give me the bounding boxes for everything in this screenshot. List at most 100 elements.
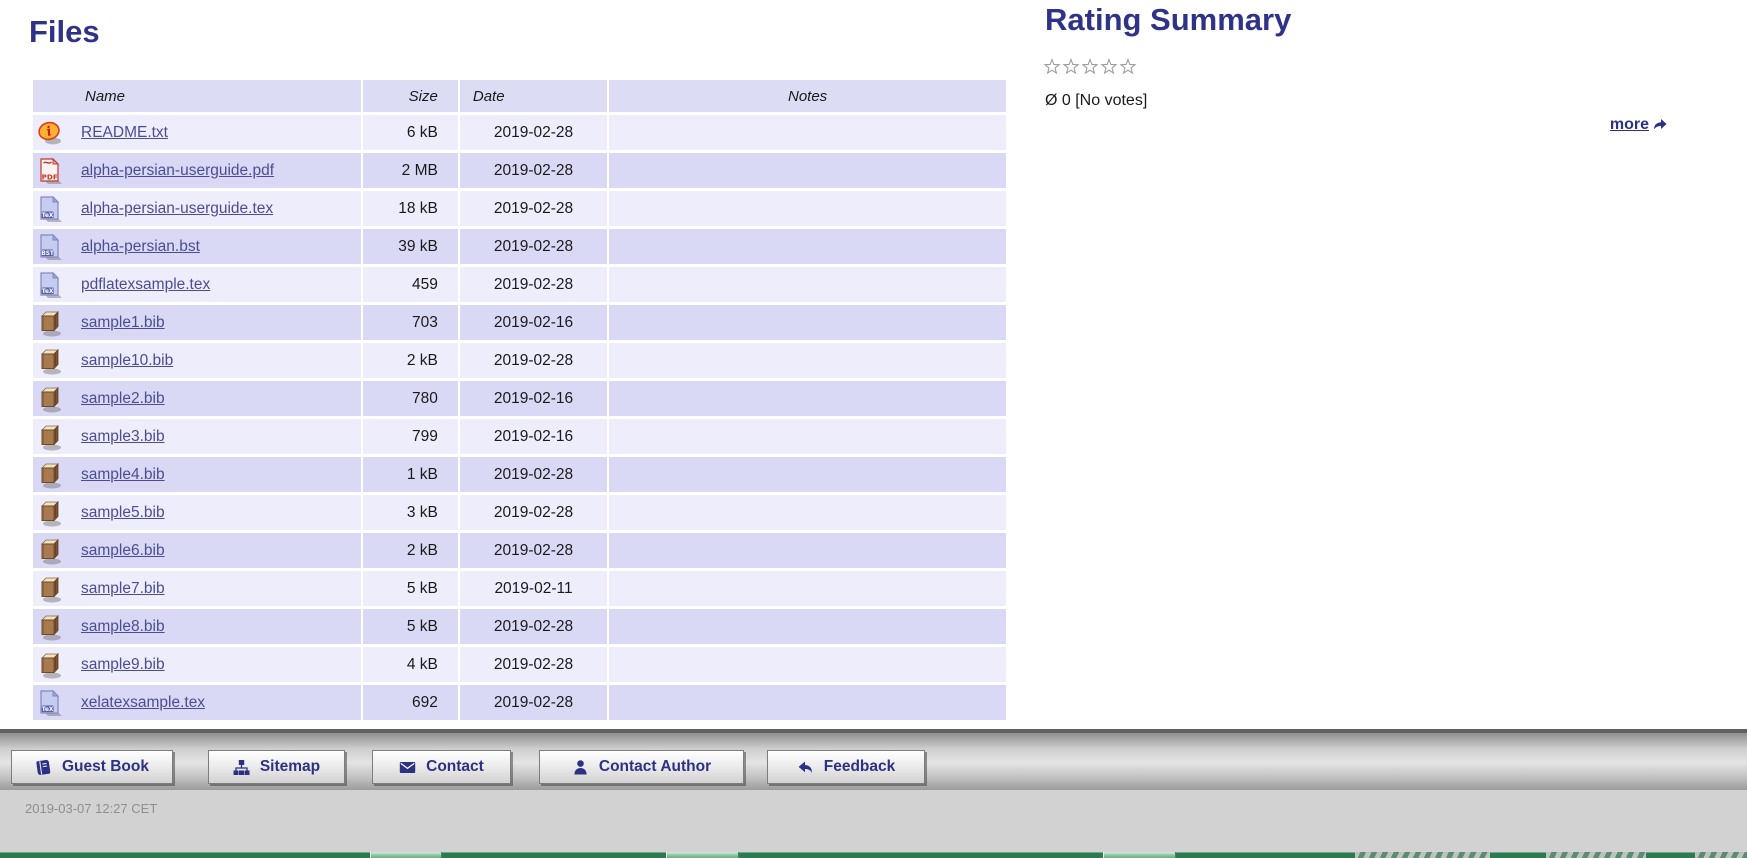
file-date: 2019-02-28 (459, 115, 608, 150)
file-notes (609, 381, 1006, 416)
status-bar: 2019-03-07 12:27 CET (0, 790, 1747, 852)
file-notes (609, 419, 1006, 454)
file-date: 2019-02-28 (459, 343, 608, 378)
file-size: 5 kB (362, 571, 458, 606)
svg-text:PDF: PDF (42, 172, 58, 181)
more-link[interactable]: more (1610, 116, 1668, 134)
file-name-cell: PDF alpha-persian-userguide.pdf (33, 153, 361, 188)
file-name-cell: sample2.bib (33, 381, 361, 416)
bib-icon (37, 537, 63, 565)
file-name-cell: sample6.bib (33, 533, 361, 568)
file-row: sample9.bib 4 kB 2019-02-28 (33, 647, 1006, 682)
taskbar-segment (1355, 852, 1490, 858)
file-date: 2019-02-16 (459, 419, 608, 454)
file-row: TeX pdflatexsample.tex 459 2019-02-28 (33, 267, 1006, 302)
file-date: 2019-02-28 (459, 229, 608, 264)
star-icon[interactable] (1062, 58, 1080, 76)
file-name-cell: sample7.bib (33, 571, 361, 606)
file-link[interactable]: sample7.bib (81, 579, 165, 597)
bst-icon: BST (37, 233, 63, 261)
file-date: 2019-02-28 (459, 495, 608, 530)
file-row: sample5.bib 3 kB 2019-02-28 (33, 495, 1006, 530)
file-size: 703 (362, 305, 458, 340)
file-link[interactable]: alpha-persian-userguide.pdf (81, 161, 275, 179)
file-notes (609, 685, 1006, 720)
file-link[interactable]: README.txt (81, 123, 168, 141)
contact-author-button[interactable]: Contact Author (539, 750, 744, 784)
file-notes (609, 305, 1006, 340)
file-link[interactable]: xelatexsample.tex (81, 693, 206, 711)
file-link[interactable]: sample6.bib (81, 541, 165, 559)
bib-icon (37, 309, 63, 337)
file-size: 6 kB (362, 115, 458, 150)
file-date: 2019-02-11 (459, 571, 608, 606)
file-size: 5 kB (362, 609, 458, 644)
taskbar-segment (370, 852, 442, 858)
contact-button[interactable]: Contact (372, 750, 511, 784)
file-size: 2 kB (362, 343, 458, 378)
file-date: 2019-02-28 (459, 191, 608, 226)
file-date: 2019-02-28 (459, 533, 608, 568)
file-link[interactable]: alpha-persian-userguide.tex (81, 199, 274, 217)
tex-icon: TeX (37, 271, 63, 299)
taskbar-segment (666, 852, 739, 858)
bib-icon (37, 651, 63, 679)
star-icon[interactable] (1100, 58, 1118, 76)
file-link[interactable]: sample9.bib (81, 655, 165, 673)
sitemap-icon (233, 759, 250, 776)
svg-text:i: i (45, 124, 53, 140)
svg-text:TeX: TeX (42, 288, 54, 294)
file-row: PDF alpha-persian-userguide.pdf 2 MB 2019-0… (33, 153, 1006, 188)
file-date: 2019-02-16 (459, 305, 608, 340)
bib-icon (37, 575, 63, 603)
star-icon[interactable] (1119, 58, 1137, 76)
file-notes (609, 115, 1006, 150)
star-icon[interactable] (1043, 58, 1061, 76)
file-link[interactable]: sample1.bib (81, 313, 165, 331)
file-date: 2019-02-28 (459, 647, 608, 682)
file-size: 2 kB (362, 533, 458, 568)
file-notes (609, 153, 1006, 188)
file-link[interactable]: pdflatexsample.tex (81, 275, 211, 293)
files-table-body: i README.txt 6 kB 2019-02-28 PDF alpha-persia… (33, 115, 1006, 720)
file-link[interactable]: sample10.bib (81, 351, 174, 369)
file-link[interactable]: sample2.bib (81, 389, 165, 407)
guest-book-button[interactable]: Guest Book (11, 750, 173, 784)
column-header-notes: Notes (609, 80, 1006, 112)
file-name-cell: sample4.bib (33, 457, 361, 492)
file-link[interactable]: sample5.bib (81, 503, 165, 521)
footer-button-label: Contact (426, 758, 484, 775)
file-notes (609, 457, 1006, 492)
rating-summary-title: Rating Summary (1045, 2, 1292, 37)
more-row: more (1045, 116, 1668, 134)
file-notes (609, 533, 1006, 568)
file-link[interactable]: sample3.bib (81, 427, 165, 445)
file-link[interactable]: sample4.bib (81, 465, 165, 483)
svg-text:TeX: TeX (42, 212, 54, 218)
file-size: 799 (362, 419, 458, 454)
file-size: 692 (362, 685, 458, 720)
file-name-cell: i README.txt (33, 115, 361, 150)
file-name-cell: sample9.bib (33, 647, 361, 682)
file-size: 4 kB (362, 647, 458, 682)
file-link[interactable]: sample8.bib (81, 617, 165, 635)
file-name-cell: TeX pdflatexsample.tex (33, 267, 361, 302)
file-size: 780 (362, 381, 458, 416)
feedback-button[interactable]: Feedback (767, 750, 925, 784)
file-name-cell: sample3.bib (33, 419, 361, 454)
bib-icon (37, 385, 63, 413)
bib-icon (37, 423, 63, 451)
taskbar-segment (1546, 852, 1646, 858)
author-icon (572, 759, 589, 776)
star-icon[interactable] (1081, 58, 1099, 76)
file-link[interactable]: alpha-persian.bst (81, 237, 200, 255)
feedback-icon (797, 759, 814, 776)
page-timestamp: 2019-03-07 12:27 CET (25, 801, 158, 816)
sitemap-button[interactable]: Sitemap (208, 750, 345, 784)
bib-icon (37, 499, 63, 527)
footer-button-label: Contact Author (598, 758, 712, 775)
file-name-cell: sample5.bib (33, 495, 361, 530)
file-notes (609, 229, 1006, 264)
file-size: 18 kB (362, 191, 458, 226)
